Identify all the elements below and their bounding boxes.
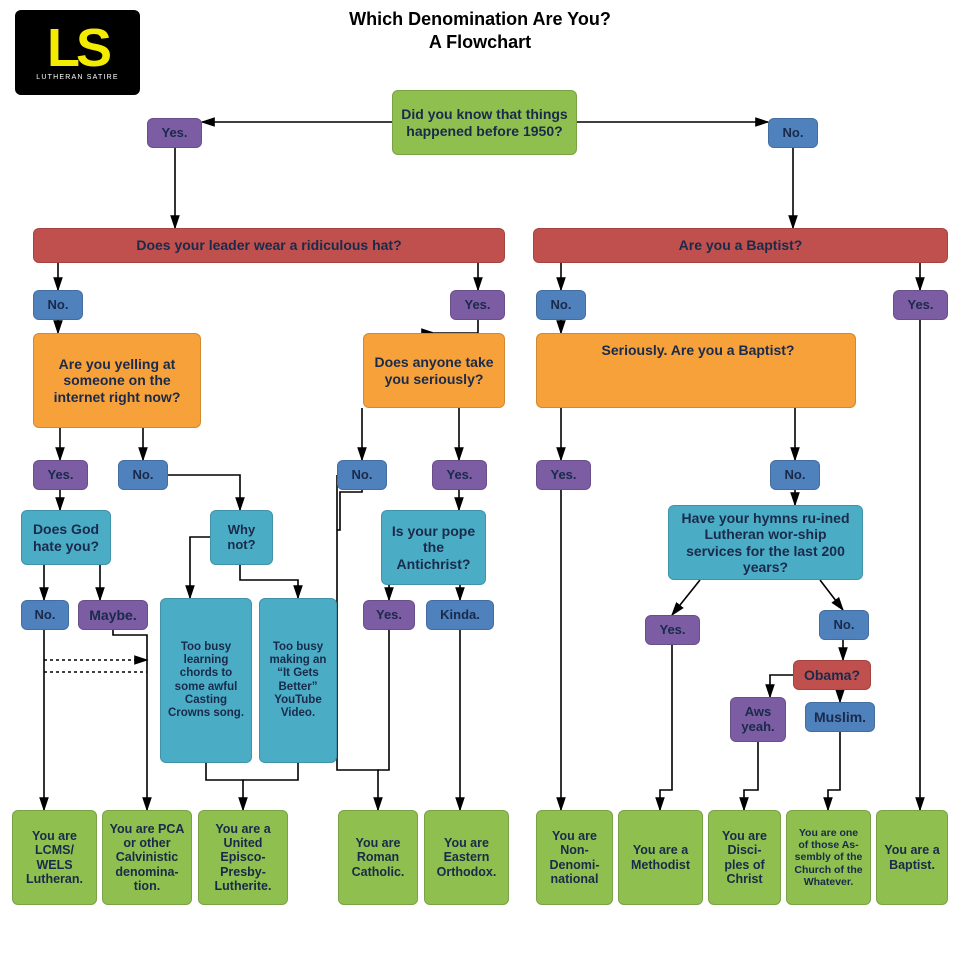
node-r_doc: You are Disci-ples of Christ xyxy=(708,810,781,905)
node-q_ser2: Seriously. Are you a Baptist? xyxy=(536,333,856,408)
node-a_hat_no: No. xyxy=(33,290,83,320)
node-q_hate: Does God hate you? xyxy=(21,510,111,565)
node-a_pope_k: Kinda. xyxy=(426,600,494,630)
node-a_ser2_n: No. xyxy=(770,460,820,490)
edge-45 xyxy=(660,645,672,810)
node-r_pca: You are PCA or other Calvinistic denomin… xyxy=(102,810,192,905)
node-r_bap: You are a Baptist. xyxy=(876,810,948,905)
node-a_aws: Aws yeah. xyxy=(730,697,786,742)
node-a_hat_yes: Yes. xyxy=(450,290,505,320)
node-a_mus: Muslim. xyxy=(805,702,875,732)
edge-43 xyxy=(378,630,389,770)
logo-subtext: LUTHERAN SATIRE xyxy=(36,74,118,81)
node-a_ser2_y: Yes. xyxy=(536,460,591,490)
node-a_hate_m: Maybe. xyxy=(78,600,148,630)
edge-21 xyxy=(337,490,362,530)
edge-42 xyxy=(337,475,378,810)
edge-46 xyxy=(744,742,758,810)
node-n_chords: Too busy learning chords to some awful C… xyxy=(160,598,252,763)
node-q_yell: Are you yelling at someone on the intern… xyxy=(33,333,201,428)
node-a_pope_y: Yes. xyxy=(363,600,415,630)
node-q_pope: Is your pope the Antichrist? xyxy=(381,510,486,585)
node-a_bap_no: No. xyxy=(536,290,586,320)
edge-32 xyxy=(820,580,843,610)
node-a_hymn_y: Yes. xyxy=(645,615,700,645)
node-q_bap: Are you a Baptist? xyxy=(533,228,948,263)
node-a_hymn_n: No. xyxy=(819,610,869,640)
node-q_hymn: Have your hymns ru-ined Lutheran wor-shi… xyxy=(668,505,863,580)
node-a_seri_n: No. xyxy=(337,460,387,490)
node-a_yell_y: Yes. xyxy=(33,460,88,490)
node-r_lcms: You are LCMS/ WELS Lutheran. xyxy=(12,810,97,905)
node-a_yes1: Yes. xyxy=(147,118,202,148)
edge-34 xyxy=(770,675,793,697)
node-r_eo: You are Eastern Orthodox. xyxy=(424,810,509,905)
node-a_hate_n: No. xyxy=(21,600,69,630)
node-n_video: Too busy making an “It Gets Better” YouT… xyxy=(259,598,337,763)
title-line-2: A Flowchart xyxy=(429,32,531,52)
edge-47 xyxy=(828,732,840,810)
node-q_seri: Does anyone take you seriously? xyxy=(363,333,505,408)
edge-27 xyxy=(190,537,210,598)
edge-20 xyxy=(168,475,240,510)
node-q_obama: Obama? xyxy=(793,660,871,690)
node-r_rc: You are Roman Catholic. xyxy=(338,810,418,905)
edge-31 xyxy=(672,580,700,615)
edge-9 xyxy=(434,320,478,333)
page-title: Which Denomination Are You? A Flowchart xyxy=(0,8,960,55)
node-q_why: Why not? xyxy=(210,510,273,565)
node-r_meth: You are a Methodist xyxy=(618,810,703,905)
node-a_bap_yes: Yes. xyxy=(893,290,948,320)
node-a_no1: No. xyxy=(768,118,818,148)
node-a_seri_y: Yes. xyxy=(432,460,487,490)
node-r_uep: You are a United Episco-Presby-Lutherite… xyxy=(198,810,288,905)
edge-40 xyxy=(206,763,243,810)
edge-37 xyxy=(113,630,147,810)
edge-28 xyxy=(240,565,298,598)
node-r_nd: You are Non-Denomi-national xyxy=(536,810,613,905)
title-line-1: Which Denomination Are You? xyxy=(349,9,611,29)
node-a_yell_n: No. xyxy=(118,460,168,490)
node-r_asm: You are one of those As-sembly of the Ch… xyxy=(786,810,871,905)
node-q_hat: Does your leader wear a ridiculous hat? xyxy=(33,228,505,263)
edge-41 xyxy=(243,763,298,780)
node-q_root: Did you know that things happened before… xyxy=(392,90,577,155)
